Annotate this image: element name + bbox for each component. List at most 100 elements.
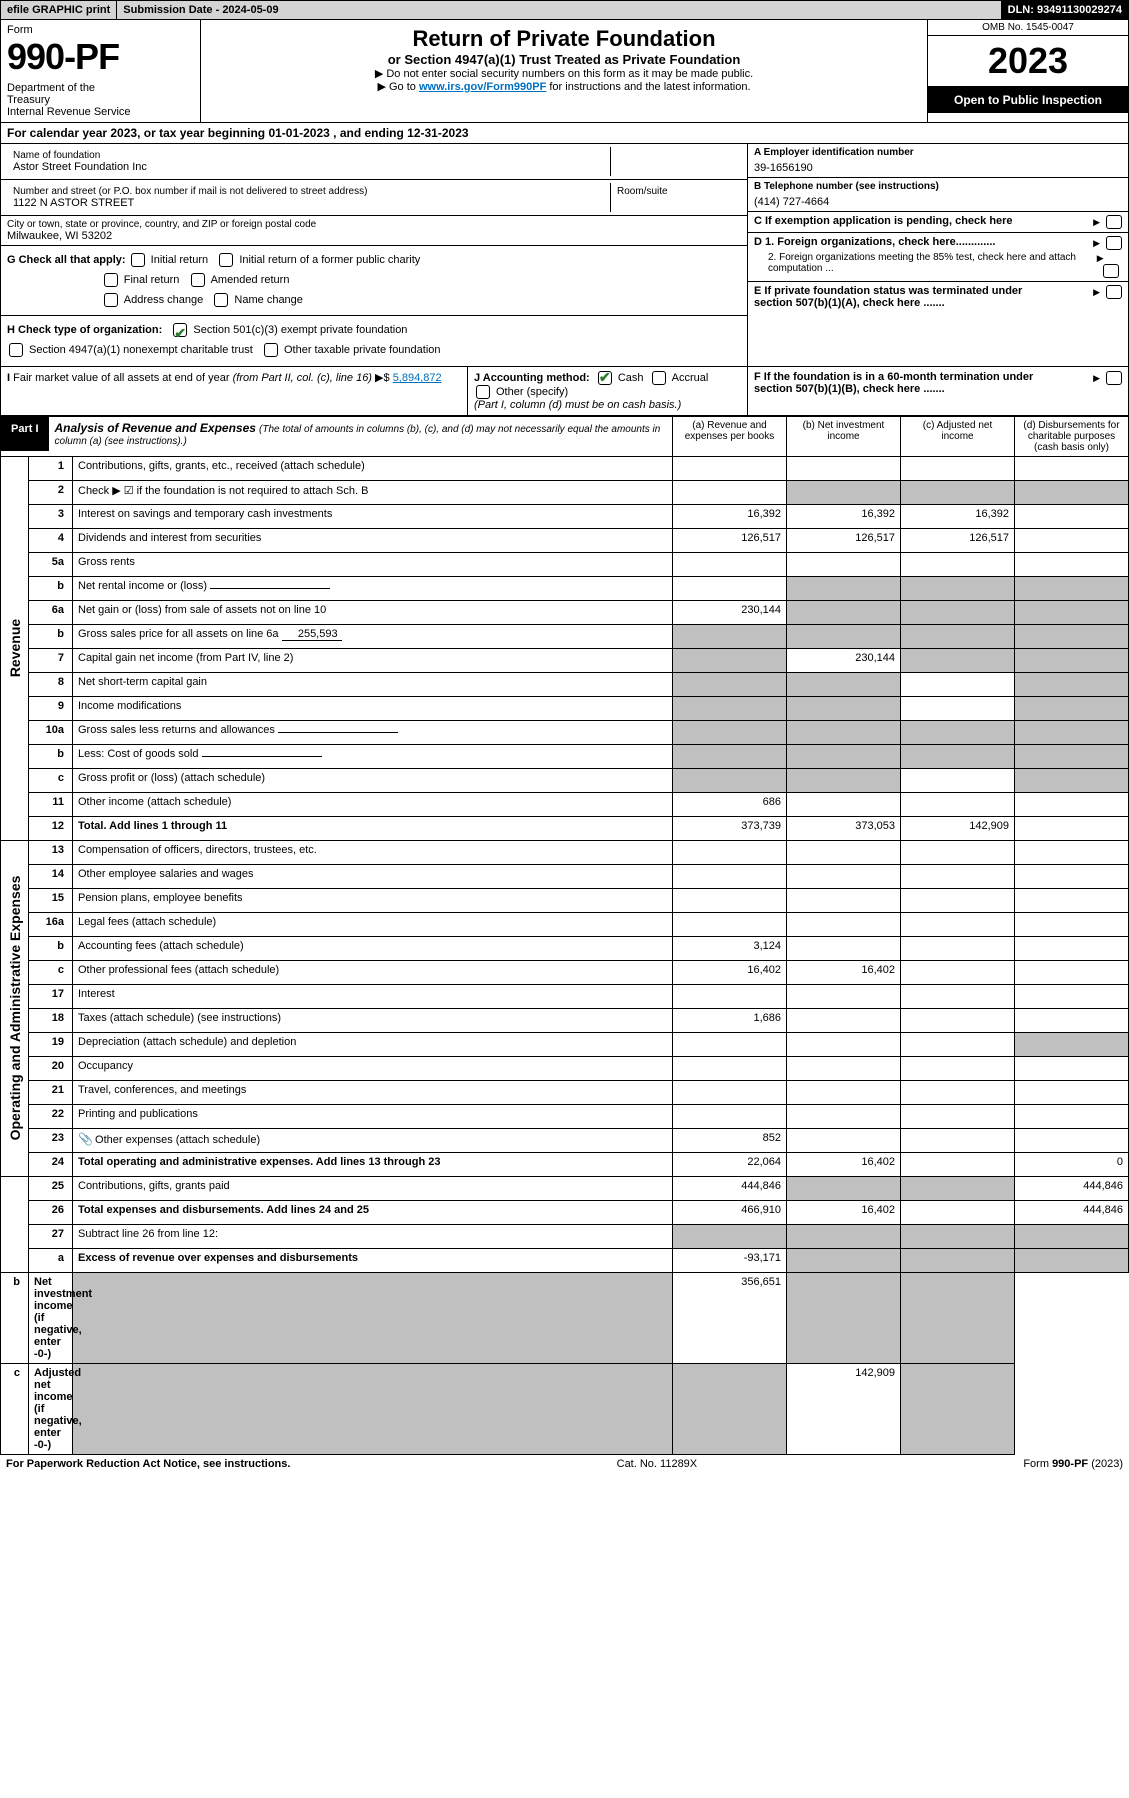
cell-value — [787, 456, 901, 480]
form-subtitle: or Section 4947(a)(1) Trust Treated as P… — [207, 52, 921, 67]
row-desc: Gross profit or (loss) (attach schedule) — [73, 768, 673, 792]
omb-number: OMB No. 1545-0047 — [928, 20, 1128, 36]
cell-value — [1015, 792, 1129, 816]
cell-value — [901, 456, 1015, 480]
row-desc: Other professional fees (attach schedule… — [73, 960, 673, 984]
cb-other-method[interactable] — [476, 385, 490, 399]
cb-D2[interactable] — [1103, 264, 1119, 278]
line-number: a — [29, 1248, 73, 1272]
cell-value — [1015, 456, 1129, 480]
attachment-icon[interactable]: 📎 — [78, 1132, 92, 1144]
header-note-2: ▶ Go to www.irs.gov/Form990PF for instru… — [207, 80, 921, 93]
line-number: b — [29, 576, 73, 600]
cell-shaded — [901, 480, 1015, 504]
line-number: 18 — [29, 1008, 73, 1032]
fmv-value[interactable]: 5,894,872 — [393, 372, 442, 384]
efile-label: efile GRAPHIC print — [1, 1, 117, 19]
row-desc: Pension plans, employee benefits — [73, 888, 673, 912]
cb-F[interactable] — [1106, 371, 1122, 385]
cell-value — [787, 1008, 901, 1032]
cb-C[interactable] — [1106, 215, 1122, 229]
tel-value: (414) 727-4664 — [754, 196, 1122, 208]
ein-label: A Employer identification number — [754, 147, 1122, 158]
cell-value — [787, 912, 901, 936]
cb-address-change[interactable] — [104, 293, 118, 307]
row-desc: Net rental income or (loss) — [73, 576, 673, 600]
cell-value — [787, 1080, 901, 1104]
cell-value: 230,144 — [673, 600, 787, 624]
cell-shaded — [787, 1176, 901, 1200]
cb-cash[interactable] — [598, 371, 612, 385]
line-number: 7 — [29, 648, 73, 672]
form-word: Form — [7, 24, 194, 36]
cell-value — [1015, 1056, 1129, 1080]
cb-4947[interactable] — [9, 343, 23, 357]
opt-initial-former: Initial return of a former public charit… — [239, 254, 420, 266]
line-number: 13 — [29, 840, 73, 864]
G-label: G Check all that apply: — [7, 254, 126, 266]
cell-value: 373,053 — [787, 816, 901, 840]
dept-treasury: Department of theTreasuryInternal Revenu… — [7, 82, 194, 118]
row-desc: Gross sales less returns and allowances — [73, 720, 673, 744]
table-row: cOther professional fees (attach schedul… — [1, 960, 1129, 984]
row-desc: Other income (attach schedule) — [73, 792, 673, 816]
cb-D1[interactable] — [1106, 236, 1122, 250]
opt-amended-return: Amended return — [211, 274, 290, 286]
cb-initial-former[interactable] — [219, 253, 233, 267]
line-number: b — [29, 624, 73, 648]
cell-shaded — [1015, 1032, 1129, 1056]
cell-value: 16,402 — [787, 1200, 901, 1224]
line-number: 9 — [29, 696, 73, 720]
cb-E[interactable] — [1106, 285, 1122, 299]
cell-value — [673, 1056, 787, 1080]
line-number: 27 — [29, 1224, 73, 1248]
line-number: 16a — [29, 912, 73, 936]
note2-suffix: for instructions and the latest informat… — [546, 81, 750, 93]
table-row: 25Contributions, gifts, grants paid444,8… — [1, 1176, 1129, 1200]
cell-value — [787, 1032, 901, 1056]
cb-accrual[interactable] — [652, 371, 666, 385]
cell-shaded — [1015, 1224, 1129, 1248]
F-label: F If the foundation is in a 60-month ter… — [754, 371, 1054, 395]
cb-final-return[interactable] — [104, 273, 118, 287]
table-row: cGross profit or (loss) (attach schedule… — [1, 768, 1129, 792]
cell-shaded — [901, 648, 1015, 672]
cell-value: 686 — [673, 792, 787, 816]
cell-shaded — [787, 744, 901, 768]
cb-501c3[interactable] — [173, 323, 187, 337]
row-desc: Net short-term capital gain — [73, 672, 673, 696]
cell-value — [901, 912, 1015, 936]
cell-value: 444,846 — [1015, 1200, 1129, 1224]
cb-name-change[interactable] — [214, 293, 228, 307]
cell-value — [901, 1056, 1015, 1080]
cell-shaded — [1015, 600, 1129, 624]
cell-value: 126,517 — [901, 528, 1015, 552]
cell-value — [1015, 984, 1129, 1008]
cb-amended-return[interactable] — [191, 273, 205, 287]
cell-shaded — [901, 1224, 1015, 1248]
cb-other-taxable[interactable] — [264, 343, 278, 357]
cell-value — [787, 792, 901, 816]
cell-value — [901, 1104, 1015, 1128]
cell-value — [787, 1128, 901, 1152]
row-desc: Less: Cost of goods sold — [73, 744, 673, 768]
irs-link[interactable]: www.irs.gov/Form990PF — [419, 81, 546, 93]
table-row: 21Travel, conferences, and meetings — [1, 1080, 1129, 1104]
cell-shaded — [901, 576, 1015, 600]
row-desc: Gross sales price for all assets on line… — [73, 624, 673, 648]
row-desc: Depreciation (attach schedule) and deple… — [73, 1032, 673, 1056]
cb-initial-return[interactable] — [131, 253, 145, 267]
row-desc: 📎 Other expenses (attach schedule) — [73, 1128, 673, 1152]
table-row: 9Income modifications — [1, 696, 1129, 720]
cell-shaded — [901, 720, 1015, 744]
cell-value — [673, 1104, 787, 1128]
opt-address-change: Address change — [124, 294, 204, 306]
cell-value: 444,846 — [1015, 1176, 1129, 1200]
cell-value — [1015, 504, 1129, 528]
room-label: Room/suite — [617, 186, 735, 197]
H-org-type: H Check type of organization: Section 50… — [1, 316, 747, 366]
C-label: C If exemption application is pending, c… — [754, 215, 1013, 227]
row-desc: Net gain or (loss) from sale of assets n… — [73, 600, 673, 624]
table-row: 6aNet gain or (loss) from sale of assets… — [1, 600, 1129, 624]
opt-other-method: Other (specify) — [496, 386, 568, 398]
